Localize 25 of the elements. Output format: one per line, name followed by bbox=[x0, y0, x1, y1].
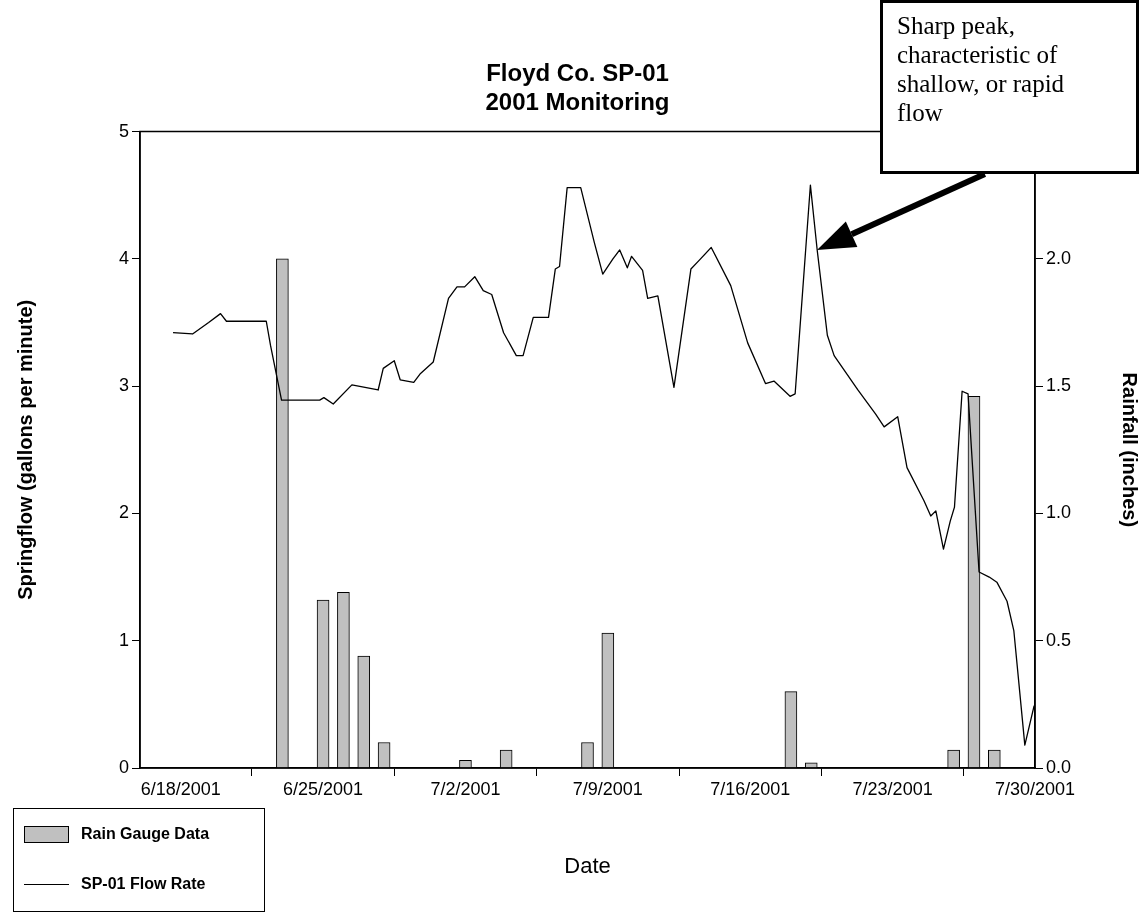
legend-label: SP-01 Flow Rate bbox=[81, 875, 206, 893]
x-axis-title: Date bbox=[564, 852, 611, 878]
y2-axis-title: Rainfall (inches) bbox=[1119, 372, 1142, 528]
y-tick-label: 5 bbox=[118, 120, 129, 141]
x-tick-label: 7/23/2001 bbox=[852, 778, 933, 799]
chart-subtitle: 2001 Monitoring bbox=[485, 87, 670, 115]
x-tick-label: 7/9/2001 bbox=[572, 778, 643, 799]
x-tick-label: 7/30/2001 bbox=[994, 778, 1076, 799]
y-tick-label: 4 bbox=[118, 247, 129, 268]
y-tick-label: 1 bbox=[118, 629, 129, 650]
x-tick-label: 6/25/2001 bbox=[283, 778, 364, 799]
y2-tick-label: 2.0 bbox=[1046, 247, 1072, 268]
y2-tick-label: 0.0 bbox=[1046, 756, 1072, 777]
y-axis-title: Springflow (gallons per minute) bbox=[13, 299, 36, 600]
y-tick-label: 3 bbox=[118, 375, 129, 396]
chart-title: Floyd Co. SP-01 bbox=[486, 59, 669, 87]
y-tick-label: 0 bbox=[118, 756, 129, 777]
x-tick-label: 7/16/2001 bbox=[710, 778, 791, 799]
legend-label: Rain Gauge Data bbox=[81, 825, 210, 843]
y-tick-label: 2 bbox=[118, 502, 129, 523]
y2-tick-label: 1.5 bbox=[1046, 375, 1072, 396]
x-tick-label: 6/18/2001 bbox=[140, 778, 221, 799]
y2-tick-label: 1.0 bbox=[1046, 502, 1072, 523]
y2-tick-label: 0.5 bbox=[1046, 629, 1072, 650]
x-tick-label: 7/2/2001 bbox=[430, 778, 501, 799]
